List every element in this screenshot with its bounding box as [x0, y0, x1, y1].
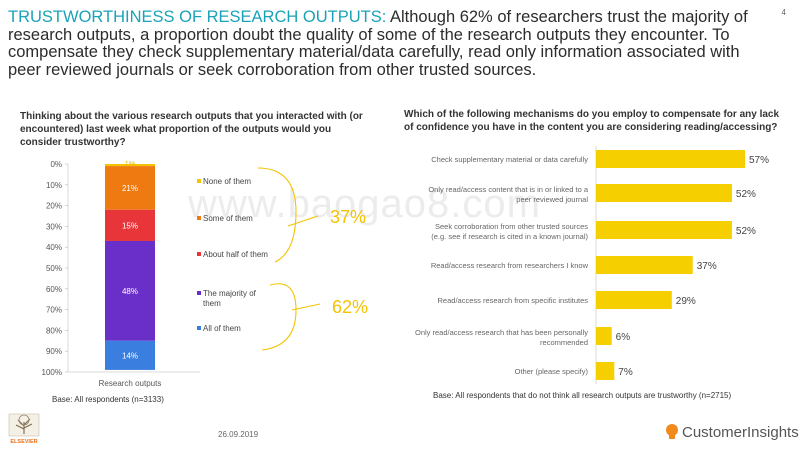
x-category-label: Research outputs	[99, 379, 162, 388]
bracket-37-pointer	[287, 215, 319, 227]
page-number: 4	[781, 8, 786, 17]
bar	[596, 221, 732, 239]
bracket-62-pointer	[291, 303, 321, 311]
bracket-62	[261, 283, 297, 351]
right-chart-question: Which of the following mechanisms do you…	[404, 109, 780, 133]
left-chart-question: Thinking about the various research outp…	[20, 111, 363, 148]
data-label: 52%	[736, 226, 756, 237]
category-label: Seek corroboration from other trusted so…	[435, 222, 588, 231]
bar	[596, 150, 745, 168]
bar	[596, 291, 672, 309]
legend-label: The majority of	[203, 289, 257, 298]
bar	[596, 362, 615, 380]
data-label: 1%	[125, 159, 136, 168]
data-label: 21%	[122, 184, 138, 193]
data-label: 14%	[122, 351, 138, 360]
data-label: 48%	[122, 287, 138, 296]
base-note-left: Base: All respondents (n=3133)	[52, 395, 164, 404]
legend-label: About half of them	[203, 250, 268, 259]
customer-insights-logo: CustomerInsights	[682, 424, 799, 441]
category-label: (e.g. see if research is cited in a know…	[431, 232, 588, 241]
data-label: 52%	[736, 189, 756, 200]
data-label: 37%	[697, 261, 717, 272]
bracket-37	[257, 167, 297, 263]
bar	[596, 327, 612, 345]
slide-date: 26.09.2019	[218, 430, 259, 439]
watermark: www.baogao8.com	[188, 182, 541, 226]
data-label: 7%	[618, 367, 633, 378]
stacked-bar-chart: 0% 10% 20% 30% 40% 50% 60% 70% 80% 90% 100% 1% None …	[42, 159, 369, 388]
legend-swatch	[197, 326, 201, 330]
slide-headline: TRUSTWORTHINESS OF RESEARCH OUTPUTS: Alt…	[8, 8, 753, 79]
y-tick-label: 20%	[46, 202, 62, 211]
y-tick-label: 60%	[46, 285, 62, 294]
y-tick-label: 10%	[46, 181, 62, 190]
bar-segment	[105, 164, 155, 167]
headline-highlight: TRUSTWORTHINESS OF RESEARCH OUTPUTS:	[8, 8, 387, 26]
data-label: 29%	[676, 296, 696, 307]
y-tick-label: 80%	[46, 326, 62, 335]
data-label: 57%	[749, 155, 769, 166]
legend-swatch	[197, 252, 201, 256]
lightbulb-icon	[666, 424, 678, 439]
headline-text: Although 62% of researchers trust the ma…	[8, 8, 748, 79]
category-label: Other (please specify)	[515, 367, 589, 376]
bar-segment	[105, 209, 155, 241]
bar	[596, 256, 693, 274]
base-note-right: Base: All respondents that do not think …	[433, 391, 732, 400]
data-label: 6%	[616, 332, 631, 343]
legend-label: None of them	[203, 177, 251, 186]
bar-segment	[105, 240, 155, 341]
legend-swatch	[197, 179, 201, 183]
category-label: Only read/access content that is in or l…	[428, 185, 588, 194]
legend-swatch	[197, 216, 201, 220]
horizontal-bar-chart: 57% Check supplementary material or data …	[415, 146, 769, 384]
category-label: recommended	[540, 338, 588, 347]
bar-segment	[105, 340, 155, 370]
bar	[596, 184, 732, 202]
y-tick-label: 0%	[50, 160, 62, 169]
category-label: Only read/access research that has been …	[415, 328, 588, 337]
legend-label: them	[203, 299, 221, 308]
y-tick-label: 30%	[46, 222, 62, 231]
bar-segment	[105, 166, 155, 210]
y-tick-label: 70%	[46, 306, 62, 315]
category-label: Read/access research from specific insti…	[438, 296, 589, 305]
y-tick-label: 90%	[46, 347, 62, 356]
callout-62: 62%	[332, 297, 368, 317]
elsevier-logo: ELSEVIER	[8, 413, 40, 445]
legend-swatch	[197, 291, 201, 295]
category-label: peer reviewed journal	[516, 195, 588, 204]
y-tick-label: 50%	[46, 264, 62, 273]
y-tick-label: 40%	[46, 243, 62, 252]
svg-text:ELSEVIER: ELSEVIER	[10, 439, 37, 445]
category-label: Read/access research from researchers I …	[431, 261, 589, 270]
y-tick-label: 100%	[42, 368, 62, 377]
data-label: 15%	[122, 221, 138, 230]
callout-37: 37%	[330, 207, 366, 227]
legend-label: All of them	[203, 324, 241, 333]
legend-label: Some of them	[203, 214, 253, 223]
category-label: Check supplementary material or data car…	[431, 155, 588, 164]
